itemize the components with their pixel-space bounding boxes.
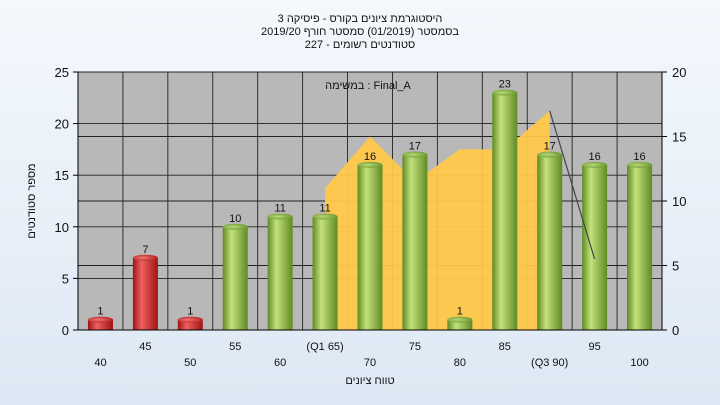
bar-cap: [312, 213, 338, 220]
y-axis-label: מספר סטודנטים: [26, 163, 38, 238]
bar-value-label: 7: [142, 244, 148, 256]
bar-cap: [132, 254, 158, 261]
x-tick-label: 80: [454, 357, 466, 369]
bar-value-label: 17: [409, 141, 421, 153]
chart-title-line-3: סטודנטים רשומים - 227: [305, 39, 416, 51]
bar-cap: [222, 223, 248, 230]
bar-cap: [537, 151, 563, 158]
bar: [537, 154, 563, 330]
bar: [87, 319, 113, 330]
bar: [222, 226, 248, 330]
x-tick-label: 85: [499, 341, 511, 353]
bar-series: [87, 89, 653, 330]
bar-cap: [357, 161, 383, 168]
bar: [402, 154, 428, 330]
bar-cap: [177, 316, 203, 323]
bar-value-label: 16: [633, 151, 645, 163]
bar: [132, 257, 158, 330]
bar-cap: [582, 161, 608, 168]
x-tick-label: (Q1 65): [306, 341, 343, 353]
bar-cap: [447, 316, 473, 323]
bar: [627, 164, 653, 330]
y2-tick-label: 15: [672, 130, 686, 145]
bar-value-label: 16: [588, 151, 600, 163]
line-series: [549, 110, 596, 260]
line-path: [549, 110, 596, 260]
y-tick-label: 15: [55, 168, 69, 183]
y2-tick-label: 10: [672, 194, 686, 209]
axes: 0 5 10 15 20 25 0 5 10 15 20 40 45 50 55 60 (Q1 65) 70 75 8…: [55, 65, 687, 369]
bar-value-label: 10: [229, 213, 241, 225]
bar-value-label: 23: [499, 79, 511, 91]
x-tick-label: 60: [274, 357, 286, 369]
x-tick-label: 70: [364, 357, 376, 369]
chart-title-line-1: היסטוגרמת ציונים בקורס - פיסיקה 3: [278, 13, 443, 25]
bar-cap: [492, 89, 518, 96]
y2-tick-label: 0: [672, 323, 679, 338]
bar: [177, 319, 203, 330]
bar-value-label: 1: [97, 306, 103, 318]
bar-value-label: 17: [544, 141, 556, 153]
y-tick-label: 25: [55, 65, 69, 80]
x-axis-label: טווח ציונים: [345, 375, 394, 387]
x-tick-label: 50: [184, 357, 196, 369]
chart-title-line-2: בסמסטר (01/2019) סמסטר חורף 2019/20: [261, 26, 459, 38]
bar-value-label: 16: [364, 151, 376, 163]
bar: [492, 92, 518, 330]
x-tick-label: 75: [409, 341, 421, 353]
bar-value-label: 1: [187, 306, 193, 318]
bar-value-label: 11: [274, 202, 285, 214]
x-tick-label: (Q3 90): [531, 357, 568, 369]
bar-cap: [402, 151, 428, 158]
x-tick-label: 100: [630, 357, 648, 369]
bar: [267, 216, 293, 330]
bar-cap: [627, 161, 653, 168]
bar-value-label: 11: [319, 202, 330, 214]
x-tick-label: 55: [229, 341, 241, 353]
bar: [357, 164, 383, 330]
x-tick-label: 40: [94, 357, 106, 369]
bar: [447, 319, 473, 330]
y2-tick-label: 5: [672, 259, 679, 274]
y-tick-label: 10: [55, 220, 69, 235]
bar-cap: [87, 316, 113, 323]
y-tick-label: 5: [62, 271, 69, 286]
x-tick-label: 45: [139, 341, 151, 353]
bar: [582, 164, 608, 330]
y2-tick-label: 20: [672, 65, 686, 80]
y-tick-label: 0: [62, 323, 69, 338]
x-tick-label: 95: [588, 341, 600, 353]
chart-annotation: במשימה : Final_A: [325, 80, 411, 92]
bar-cap: [267, 213, 293, 220]
y-tick-label: 20: [55, 117, 69, 132]
bar: [312, 216, 338, 330]
bar-value-label: 1: [457, 306, 463, 318]
